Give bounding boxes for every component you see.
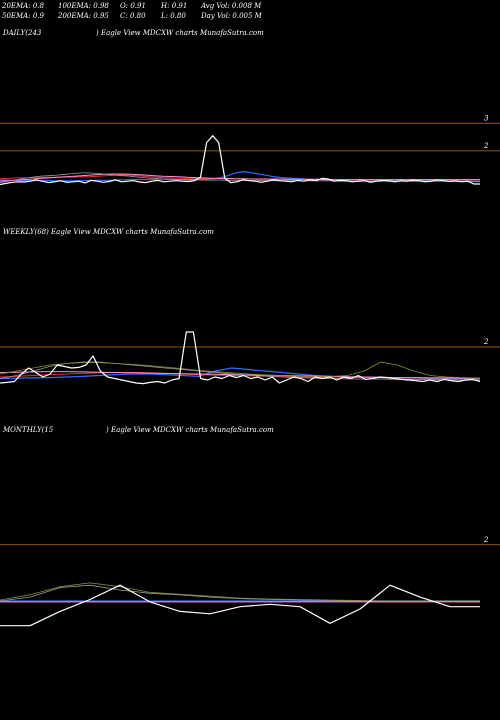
day-vol-stat: Day Vol: 0.005 M [201,12,262,20]
close-stat: C: 0.80 [120,12,146,20]
ema20-stat: 20EMA: 0.8 [2,2,44,10]
ema50-stat: 50EMA: 0.9 [2,12,44,20]
weekly-price-line [0,331,481,385]
daily-title-right: ) Eagle View MDCXW charts MunafaSutra.co… [96,29,264,37]
weekly-ema-olive-line [0,361,481,379]
avg-vol-stat: Avg Vol: 0.008 M [201,2,262,10]
weekly-y-tick: 2 [483,338,489,346]
ema200-stat: 200EMA: 0.95 [58,12,109,20]
open-stat: O: 0.91 [120,2,146,10]
monthly-price-line [0,584,480,627]
high-stat: H: 0.91 [161,2,188,10]
daily-price-line [0,135,480,186]
monthly-title-left: MONTHLY(15 [3,426,54,434]
daily-title-left: DAILY(243 [3,29,42,37]
weekly-title: WEEKLY(68) Eagle View MDCXW charts Munaf… [3,228,214,236]
ema100-stat: 100EMA: 0.98 [58,2,109,10]
monthly-y-tick: 2 [483,536,489,544]
monthly-ema-olive-line [0,582,480,602]
daily-y-tick: 2 [483,142,489,150]
daily-y-tick: 3 [484,114,489,122]
daily-ema-pink-line [0,173,480,182]
low-stat: L: 0.80 [161,12,186,20]
monthly-ema-gray-line [0,584,480,602]
monthly-title-right: ) Eagle View MDCXW charts MunafaSutra.co… [106,426,274,434]
